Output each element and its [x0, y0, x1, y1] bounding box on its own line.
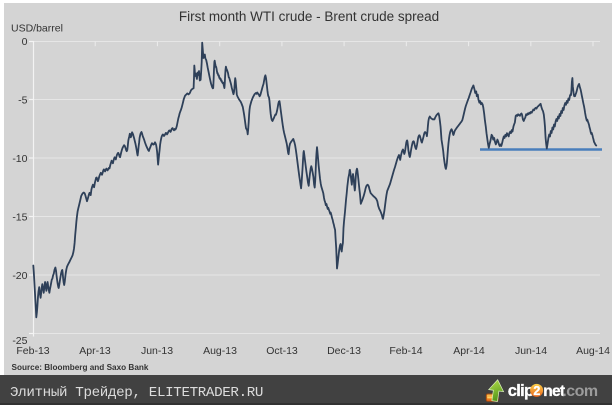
- svg-text:Source: Bloomberg and Saxo Ban: Source: Bloomberg and Saxo Bank: [12, 363, 149, 372]
- svg-text:Feb-14: Feb-14: [389, 345, 422, 357]
- svg-text:Apr-13: Apr-13: [79, 345, 111, 357]
- svg-text:-20: -20: [12, 270, 27, 282]
- svg-text:First month WTI crude - Brent: First month WTI crude - Brent crude spre…: [179, 9, 439, 24]
- svg-text:clip: clip: [508, 382, 534, 400]
- svg-text:-5: -5: [18, 95, 27, 107]
- svg-text:Jun-14: Jun-14: [515, 345, 547, 357]
- svg-text:Dec-13: Dec-13: [327, 345, 361, 357]
- svg-text:Jun-13: Jun-13: [141, 345, 173, 357]
- svg-text:-25: -25: [12, 335, 27, 347]
- svg-text:Элитный Трейдер, ELITETRADER.R: Элитный Трейдер, ELITETRADER.RU: [10, 384, 263, 401]
- svg-text:Apr-14: Apr-14: [453, 345, 485, 357]
- svg-text:Aug-13: Aug-13: [203, 345, 237, 357]
- svg-text:-10: -10: [12, 153, 27, 165]
- svg-text:.com: .com: [562, 383, 598, 400]
- svg-text:2: 2: [533, 384, 540, 398]
- svg-text:-15: -15: [12, 212, 27, 224]
- svg-text:0: 0: [22, 36, 28, 48]
- svg-text:Oct-13: Oct-13: [266, 345, 298, 357]
- svg-text:Feb-13: Feb-13: [16, 345, 49, 357]
- svg-text:USD/barrel: USD/barrel: [11, 23, 63, 35]
- svg-text:net: net: [543, 383, 565, 400]
- svg-text:Aug-14: Aug-14: [576, 345, 610, 357]
